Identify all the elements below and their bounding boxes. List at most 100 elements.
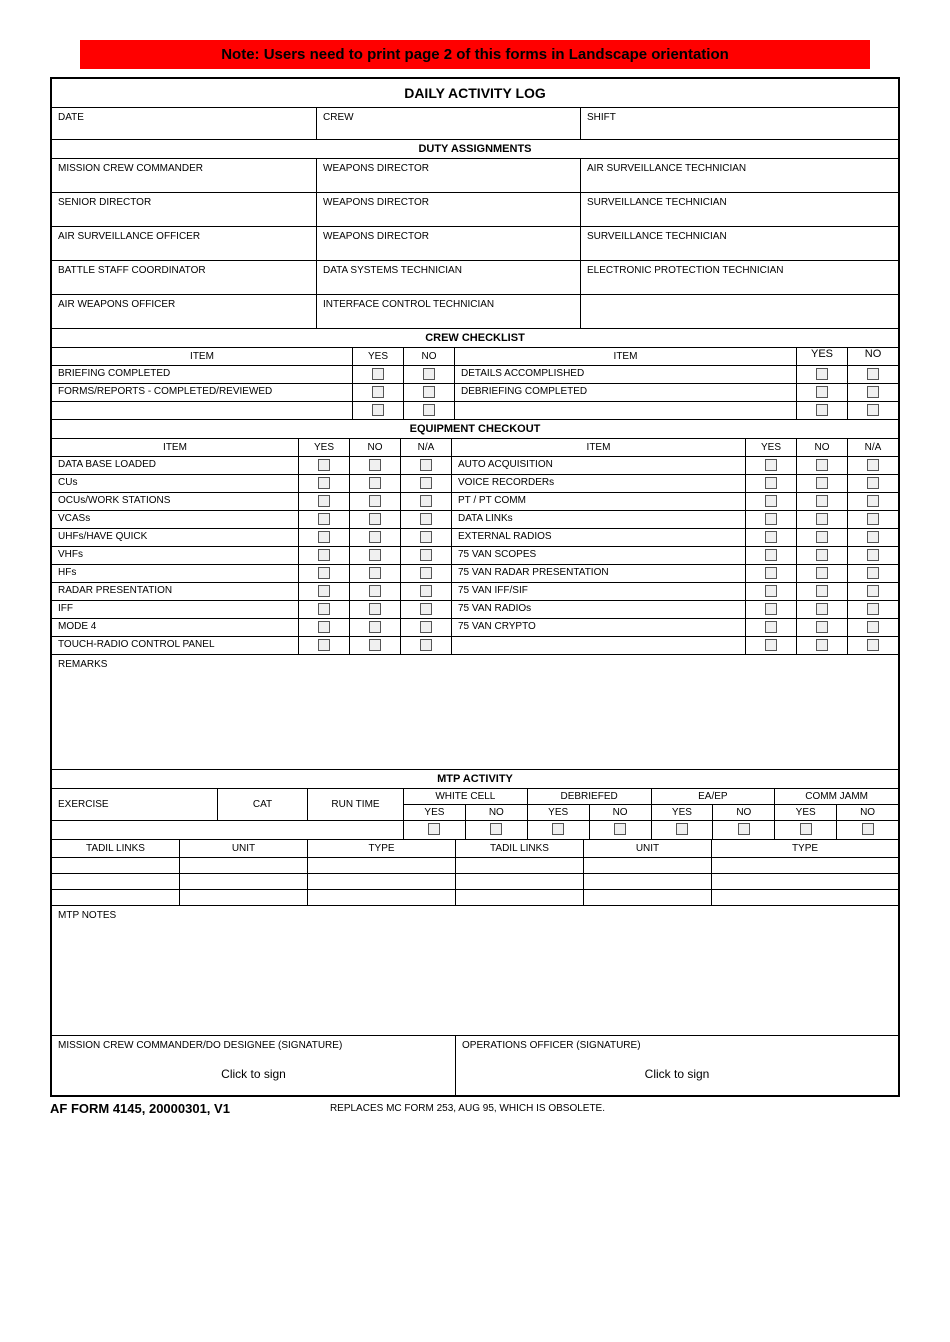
checkbox[interactable] <box>400 493 451 510</box>
checkbox[interactable] <box>298 637 349 654</box>
checkbox[interactable] <box>352 366 403 383</box>
checkbox[interactable] <box>298 583 349 600</box>
checkbox[interactable] <box>404 821 466 839</box>
duty-cell[interactable]: WEAPONS DIRECTOR <box>317 227 581 260</box>
checkbox[interactable] <box>403 366 454 383</box>
checkbox[interactable] <box>349 457 400 474</box>
checkbox[interactable] <box>796 619 847 636</box>
checkbox[interactable] <box>745 529 796 546</box>
checkbox[interactable] <box>847 529 898 546</box>
checkbox[interactable] <box>847 402 898 419</box>
checkbox[interactable] <box>400 547 451 564</box>
checkbox[interactable] <box>298 547 349 564</box>
checkbox[interactable] <box>298 457 349 474</box>
checkbox[interactable] <box>400 475 451 492</box>
remarks-field[interactable]: REMARKS <box>52 655 898 770</box>
checkbox[interactable] <box>400 457 451 474</box>
checkbox[interactable] <box>745 547 796 564</box>
checkbox[interactable] <box>400 529 451 546</box>
checkbox[interactable] <box>298 565 349 582</box>
duty-cell[interactable] <box>581 295 898 328</box>
duty-cell[interactable]: SURVEILLANCE TECHNICIAN <box>581 227 898 260</box>
checkbox[interactable] <box>400 511 451 528</box>
checkbox[interactable] <box>796 547 847 564</box>
checkbox[interactable] <box>400 565 451 582</box>
checkbox[interactable] <box>796 565 847 582</box>
checkbox[interactable] <box>847 583 898 600</box>
duty-cell[interactable]: DATA SYSTEMS TECHNICIAN <box>317 261 581 294</box>
checkbox[interactable] <box>466 821 528 839</box>
checkbox[interactable] <box>349 565 400 582</box>
checkbox[interactable] <box>745 637 796 654</box>
checkbox[interactable] <box>298 529 349 546</box>
duty-cell[interactable]: AIR WEAPONS OFFICER <box>52 295 317 328</box>
checkbox[interactable] <box>796 366 847 383</box>
checkbox[interactable] <box>796 529 847 546</box>
checkbox[interactable] <box>403 402 454 419</box>
duty-cell[interactable]: ELECTRONIC PROTECTION TECHNICIAN <box>581 261 898 294</box>
checkbox[interactable] <box>652 821 714 839</box>
checkbox[interactable] <box>400 637 451 654</box>
checkbox[interactable] <box>775 821 837 839</box>
duty-cell[interactable]: SURVEILLANCE TECHNICIAN <box>581 193 898 226</box>
checkbox[interactable] <box>349 637 400 654</box>
checkbox[interactable] <box>400 601 451 618</box>
checkbox[interactable] <box>847 457 898 474</box>
checkbox[interactable] <box>847 366 898 383</box>
duty-cell[interactable]: INTERFACE CONTROL TECHNICIAN <box>317 295 581 328</box>
checkbox[interactable] <box>796 402 847 419</box>
checkbox[interactable] <box>745 457 796 474</box>
checkbox[interactable] <box>847 475 898 492</box>
duty-cell[interactable]: WEAPONS DIRECTOR <box>317 159 581 192</box>
checkbox[interactable] <box>745 619 796 636</box>
tadil-row[interactable] <box>52 874 898 890</box>
duty-cell[interactable]: MISSION CREW COMMANDER <box>52 159 317 192</box>
tadil-row[interactable] <box>52 858 898 874</box>
checkbox[interactable] <box>400 583 451 600</box>
checkbox[interactable] <box>403 384 454 401</box>
shift-field[interactable]: SHIFT <box>581 108 898 139</box>
checkbox[interactable] <box>400 619 451 636</box>
checkbox[interactable] <box>745 601 796 618</box>
checkbox[interactable] <box>796 511 847 528</box>
duty-cell[interactable]: SENIOR DIRECTOR <box>52 193 317 226</box>
checkbox[interactable] <box>847 565 898 582</box>
checkbox[interactable] <box>349 547 400 564</box>
checkbox[interactable] <box>796 601 847 618</box>
mtp-data-row[interactable] <box>52 821 898 840</box>
checkbox[interactable] <box>847 601 898 618</box>
tadil-row[interactable] <box>52 890 898 906</box>
duty-cell[interactable]: BATTLE STAFF COORDINATOR <box>52 261 317 294</box>
checkbox[interactable] <box>837 821 898 839</box>
duty-cell[interactable]: WEAPONS DIRECTOR <box>317 193 581 226</box>
checkbox[interactable] <box>745 511 796 528</box>
checkbox[interactable] <box>796 583 847 600</box>
sig-right-button[interactable]: Click to sign <box>456 1055 898 1095</box>
crew-field[interactable]: CREW <box>317 108 581 139</box>
checkbox[interactable] <box>847 637 898 654</box>
duty-cell[interactable]: AIR SURVEILLANCE OFFICER <box>52 227 317 260</box>
checkbox[interactable] <box>745 583 796 600</box>
checkbox[interactable] <box>349 619 400 636</box>
checkbox[interactable] <box>298 493 349 510</box>
checkbox[interactable] <box>590 821 652 839</box>
checkbox[interactable] <box>349 493 400 510</box>
checkbox[interactable] <box>349 601 400 618</box>
checkbox[interactable] <box>298 511 349 528</box>
checkbox[interactable] <box>796 457 847 474</box>
checkbox[interactable] <box>349 529 400 546</box>
checkbox[interactable] <box>796 493 847 510</box>
checkbox[interactable] <box>298 601 349 618</box>
checkbox[interactable] <box>298 619 349 636</box>
checkbox[interactable] <box>745 493 796 510</box>
checkbox[interactable] <box>349 583 400 600</box>
sig-left-button[interactable]: Click to sign <box>52 1055 455 1095</box>
checkbox[interactable] <box>796 475 847 492</box>
checkbox[interactable] <box>349 511 400 528</box>
checkbox[interactable] <box>349 475 400 492</box>
date-field[interactable]: DATE <box>52 108 317 139</box>
checkbox[interactable] <box>352 402 403 419</box>
checkbox[interactable] <box>847 511 898 528</box>
checkbox[interactable] <box>528 821 590 839</box>
checkbox[interactable] <box>745 475 796 492</box>
